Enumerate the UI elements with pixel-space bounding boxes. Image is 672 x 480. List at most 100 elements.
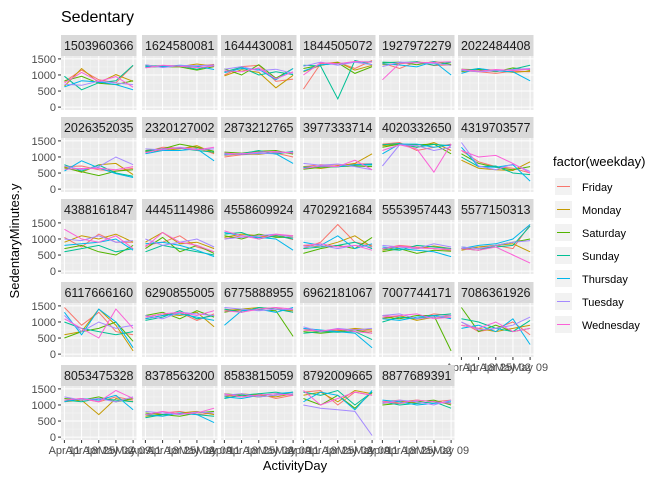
series-line-thursday xyxy=(303,390,373,411)
legend-label-sunday: Sunday xyxy=(582,251,620,263)
facet-strip-label: 8583815059 xyxy=(224,369,294,383)
y-tick-label: 1000 xyxy=(32,317,56,329)
facet-strip xyxy=(300,282,376,303)
series-line-thursday xyxy=(382,246,452,258)
series-line-thursday xyxy=(382,60,452,76)
x-tick-label: Apr 18 xyxy=(65,445,97,457)
facet-strip-label: 6775888955 xyxy=(224,286,294,300)
y-tick-label: 500 xyxy=(38,333,56,345)
x-tick-label: Apr 18 xyxy=(225,445,257,457)
y-tick-label: 1500 xyxy=(32,384,56,396)
series-line-saturday xyxy=(145,310,215,320)
facet-panel: 4558609924 xyxy=(221,199,297,274)
series-line-tuesday xyxy=(382,144,452,167)
series-line-friday xyxy=(145,410,215,416)
facet-strip-label: 1927972279 xyxy=(382,39,452,53)
facet-panel: 4319703577 xyxy=(458,117,534,192)
series-line-thursday xyxy=(64,308,134,348)
facet-strip-label: 8792009665 xyxy=(303,369,373,383)
series-line-wednesday xyxy=(382,61,452,81)
facet-strip-label: 8053475328 xyxy=(64,369,134,383)
facet-strip-label: 4388161847 xyxy=(64,203,134,217)
x-tick-label: Apr 25 xyxy=(322,445,354,457)
x-tick-label: May 09 xyxy=(275,445,311,457)
x-tick-label: May 02 xyxy=(416,445,452,457)
facet-strip-label: 6290855005 xyxy=(145,286,215,300)
facet-strip-label: 7007744171 xyxy=(382,286,452,300)
facet-strip xyxy=(458,35,534,56)
facet-panel: 1844505072 xyxy=(300,35,376,110)
series-line-thursday xyxy=(303,327,373,349)
facet-panel: 2873212765 xyxy=(221,117,297,192)
facet-strip xyxy=(142,35,218,56)
legend-title: factor(weekday) xyxy=(553,154,645,169)
series-line-sunday xyxy=(461,156,531,176)
facet-panel: 4020332650 xyxy=(379,117,455,192)
series-line-monday xyxy=(303,235,373,248)
facet-strip-label: 4319703577 xyxy=(461,121,531,135)
facet-strip-label: 6117666160 xyxy=(64,286,133,300)
series-line-tuesday xyxy=(303,162,373,171)
series-line-wednesday xyxy=(382,399,452,404)
facet-strip-label: 2026352035 xyxy=(64,121,134,135)
legend-label-monday: Monday xyxy=(582,205,622,217)
series-line-tuesday xyxy=(224,393,294,398)
facet-panel: 6775888955 xyxy=(221,282,297,357)
facet-strip-label: 4558609924 xyxy=(224,203,294,217)
x-tick-label: Apr 18 xyxy=(146,445,178,457)
facet-panel: 7007744171 xyxy=(379,282,455,357)
facet-panel: 2320127002 xyxy=(142,117,218,192)
x-tick-label: May 02 xyxy=(495,362,531,374)
facet-panel: 5577150313 xyxy=(458,199,534,274)
series-line-wednesday xyxy=(461,246,531,264)
series-line-wednesday xyxy=(303,159,373,171)
facet-strip xyxy=(379,365,455,386)
x-tick-label: Apr 25 xyxy=(480,362,512,374)
y-tick-label: 1000 xyxy=(32,70,56,82)
facet-panel: 6117666160 0 500 1000 1500 xyxy=(32,282,137,361)
series-line-tuesday xyxy=(382,313,452,320)
x-tick-label: Apr 18 xyxy=(304,445,336,457)
x-tick-label: May 02 xyxy=(258,445,294,457)
facet-strip xyxy=(221,365,297,386)
chart-title: Sedentary xyxy=(61,9,134,26)
x-tick-label: Apr 18 xyxy=(462,362,494,374)
facet-panel: 6290855005 xyxy=(142,282,218,357)
y-tick-label: 1500 xyxy=(32,301,56,313)
series-line-wednesday xyxy=(145,407,215,416)
series-line-wednesday xyxy=(461,68,531,72)
x-tick-label: Apr 18 xyxy=(383,445,415,457)
series-line-sunday xyxy=(382,142,452,148)
facet-strip-label: 4445114986 xyxy=(145,203,214,217)
x-tick-label: May 02 xyxy=(179,445,215,457)
x-tick-label: Apr 11 xyxy=(49,445,81,457)
x-tick-label: May 02 xyxy=(337,445,373,457)
facet-panel: 4702921684 xyxy=(300,199,376,274)
y-tick-label: 0 xyxy=(50,102,56,114)
facet-strip xyxy=(61,35,137,56)
x-tick-label: May 09 xyxy=(115,445,151,457)
series-line-wednesday xyxy=(145,231,215,253)
x-tick-label: May 09 xyxy=(196,445,232,457)
facet-strip-label: 1624580081 xyxy=(145,39,215,53)
series-line-thursday xyxy=(64,80,134,91)
facet-strip xyxy=(61,282,137,303)
x-tick-label: Apr 25 xyxy=(83,445,115,457)
series-line-wednesday xyxy=(64,389,134,403)
series-line-wednesday xyxy=(303,60,373,76)
x-tick-label: Apr 25 xyxy=(401,445,433,457)
series-line-sunday xyxy=(461,64,531,72)
series-line-saturday xyxy=(64,244,134,256)
facet-strip-label: 8877689391 xyxy=(382,369,452,383)
facet-strip xyxy=(221,35,297,56)
y-tick-label: 500 xyxy=(38,250,56,262)
x-tick-label: Apr 11 xyxy=(367,445,399,457)
facet-panel: 1624580081 xyxy=(142,35,218,110)
facet-strip-label: 1844505072 xyxy=(303,39,373,53)
series-line-thursday xyxy=(461,224,531,250)
facet-strip xyxy=(221,199,297,220)
series-line-thursday xyxy=(461,318,531,345)
